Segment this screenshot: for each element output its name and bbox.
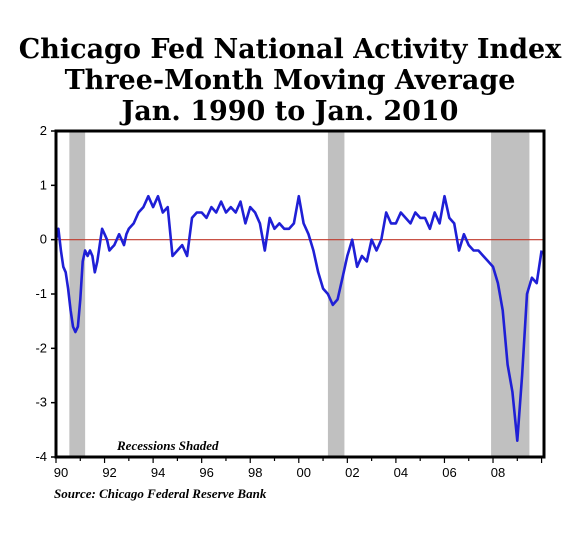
recession-band-1 (69, 131, 86, 457)
x-tick-label: 90 (54, 465, 68, 480)
recession-band-3 (491, 131, 530, 457)
source-note: Source: Chicago Federal Reserve Bank (54, 486, 267, 501)
plot-frame (54, 129, 546, 459)
chart-title-line-3: Jan. 1990 to Jan. 2010 (121, 96, 459, 127)
axis-ticks: 2 1 0 -1 -2 -3 -4 90 92 94 96 98 00 02 04 06 08 (35, 123, 543, 480)
recession-band-2 (327, 131, 345, 457)
series-line-activity-index (54, 194, 543, 443)
x-tick-label: 02 (345, 465, 359, 480)
y-tick-label: 2 (40, 123, 47, 138)
y-tick-label: 0 (40, 232, 47, 247)
chart-title-line-2: Three-Month Moving Average (64, 65, 516, 96)
chart-title-line-1: Chicago Fed National Activity Index (18, 34, 562, 65)
x-tick-label: 06 (442, 465, 456, 480)
y-tick-label: 1 (40, 177, 47, 192)
recession-shading (69, 131, 530, 457)
x-tick-label: 94 (151, 465, 165, 480)
y-tick-label: -3 (35, 395, 47, 410)
x-tick-label: 04 (394, 465, 408, 480)
x-tick-label: 98 (248, 465, 262, 480)
x-tick-label: 92 (102, 465, 116, 480)
x-tick-label: 00 (297, 465, 311, 480)
y-tick-label: -1 (35, 286, 47, 301)
y-tick-label: -2 (35, 340, 47, 355)
recessions-label: Recessions Shaded (116, 438, 219, 453)
x-tick-label: 96 (199, 465, 213, 480)
x-tick-label: 08 (491, 465, 505, 480)
y-tick-label: -4 (35, 449, 47, 464)
